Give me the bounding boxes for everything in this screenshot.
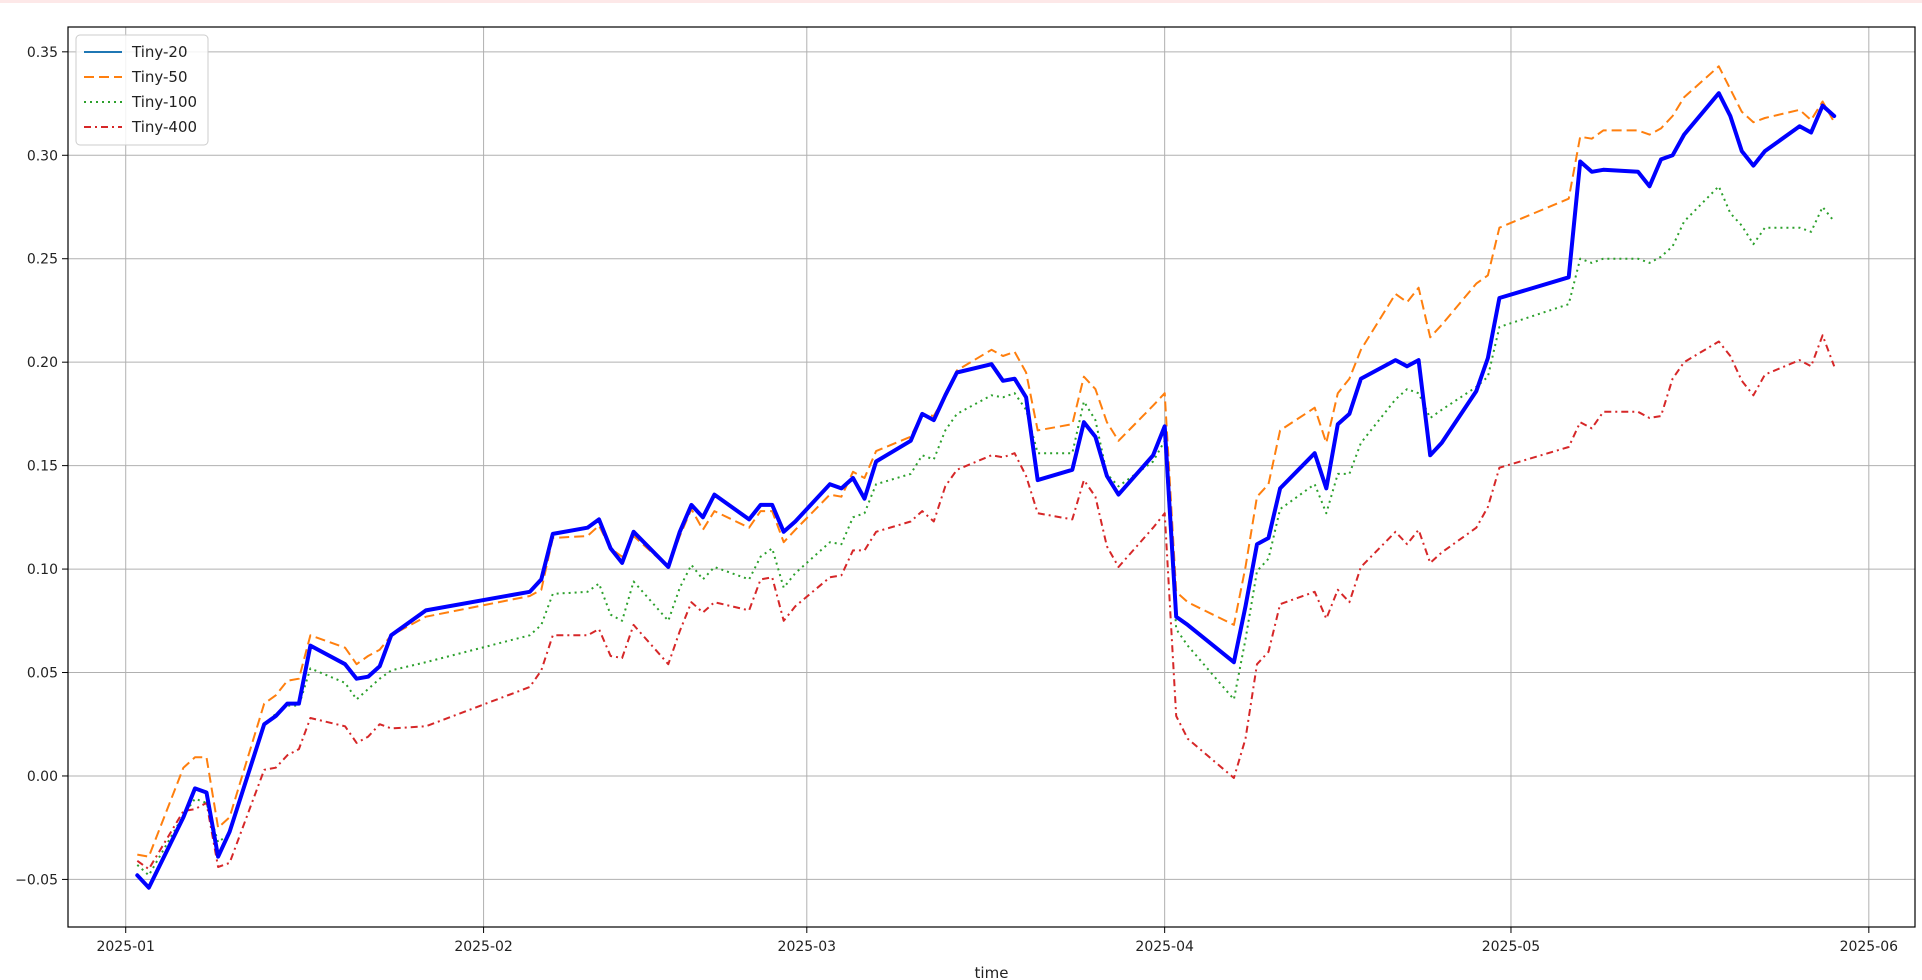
y-tick-label: 0.05 bbox=[27, 666, 58, 682]
x-axis-ticks: 2025-01 2025-02 2025-03 2025-04 2025-05 2025-… bbox=[96, 927, 1898, 955]
y-tick-label: −0.05 bbox=[15, 872, 58, 888]
series-lines bbox=[135, 65, 1837, 890]
series-line-tiny-100 bbox=[136, 185, 1835, 877]
y-tick-label: 0.35 bbox=[27, 45, 58, 61]
y-tick-label: 0.30 bbox=[27, 148, 58, 164]
y-tick-label: 0.20 bbox=[27, 355, 58, 371]
y-axis-ticks: −0.05 0.00 0.05 0.10 0.15 0.20 0.25 0.30 0.35 bbox=[15, 45, 68, 888]
top-border-strip bbox=[0, 0, 1922, 3]
y-tick-label: 0.15 bbox=[27, 459, 58, 475]
series-line-tiny-20 bbox=[135, 91, 1837, 890]
y-tick-label: 0.10 bbox=[27, 562, 58, 578]
legend-label: Tiny-100 bbox=[131, 93, 197, 111]
series-line-tiny-400 bbox=[136, 334, 1836, 871]
legend-label: Tiny-50 bbox=[131, 68, 188, 86]
grid bbox=[68, 27, 1915, 927]
legend-box bbox=[75, 34, 209, 146]
y-tick-label: 0.00 bbox=[27, 769, 58, 785]
legend-label: Tiny-400 bbox=[131, 118, 197, 136]
legend-label: Tiny-20 bbox=[131, 43, 188, 61]
x-tick-label: 2025-06 bbox=[1840, 939, 1899, 955]
x-tick-label: 2025-01 bbox=[96, 939, 155, 955]
x-tick-label: 2025-04 bbox=[1135, 939, 1194, 955]
x-tick-label: 2025-02 bbox=[454, 939, 513, 955]
x-tick-label: 2025-05 bbox=[1482, 939, 1541, 955]
x-axis-label: time bbox=[975, 964, 1009, 980]
legend: Tiny-20 Tiny-50 Tiny-100 Tiny-400 bbox=[75, 34, 209, 146]
plot-frame bbox=[67, 26, 1916, 928]
x-tick-label: 2025-03 bbox=[778, 939, 837, 955]
y-tick-label: 0.25 bbox=[27, 252, 58, 268]
